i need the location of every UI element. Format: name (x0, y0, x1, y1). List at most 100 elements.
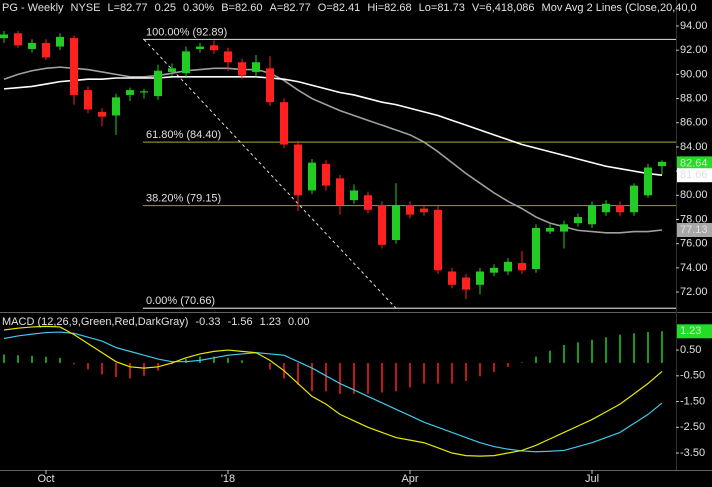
header-text: V=6,418,086 (472, 2, 535, 14)
fib-trend-line (143, 39, 397, 309)
candle-body (532, 227, 540, 270)
candle-body (434, 209, 442, 271)
header-text: 0.00 (288, 316, 309, 328)
fib-label: 0.00% (70.66) (146, 295, 215, 307)
y-tick-label: 76.00 (680, 238, 708, 250)
candle-body (560, 224, 568, 232)
price-badge-label: 81.66 (680, 169, 708, 181)
candle-body (14, 33, 22, 46)
candle-body (490, 267, 498, 273)
candle-body (126, 90, 134, 95)
candle-body (56, 36, 64, 47)
candle-body (98, 111, 106, 117)
y-tick-label: 94.00 (680, 20, 708, 32)
header-text: MACD (12,26,9,Green,Red,DarkGray) (2, 316, 188, 328)
y-tick-label: -3.50 (680, 447, 705, 459)
candle-body (644, 167, 652, 196)
candle-body (336, 178, 344, 205)
candle-body (210, 45, 218, 51)
y-tick-label: -0.50 (680, 370, 705, 382)
indicator-line (3, 325, 663, 457)
candle-body (658, 161, 666, 167)
y-tick-label: 84.00 (680, 141, 708, 153)
header-text: Lo=81.73 (419, 2, 465, 14)
y-tick-label: 86.00 (680, 117, 708, 129)
x-tick-label: Apr (401, 473, 418, 485)
price-badge-label: 82.64 (680, 157, 708, 169)
candle-body (112, 97, 120, 116)
y-tick-label: 92.00 (680, 44, 708, 56)
candle-body (28, 42, 36, 49)
header-text: L=82.77 (108, 2, 148, 14)
header-text: PG - Weekly (2, 2, 64, 14)
candle-body (84, 90, 92, 110)
candle-body (140, 91, 148, 93)
y-tick-label: 72.00 (680, 286, 708, 298)
price-badge-label: 1.23 (680, 325, 701, 337)
candle-body (168, 68, 176, 72)
candle-body (364, 195, 372, 210)
candle-body (630, 185, 638, 213)
candle-body (238, 62, 246, 76)
plot-area: 100.00% (92.89) 61.80% (84.40) 38.20% (79.… (0, 26, 676, 457)
candle-body (588, 204, 596, 225)
fib-label: 61.80% (84.40) (146, 129, 221, 141)
candle-body (182, 51, 190, 74)
header-text: -0.33 (195, 316, 220, 328)
candle-body (42, 42, 50, 58)
candle-body (406, 204, 414, 215)
candle-body (448, 271, 456, 285)
x-tick-label: '18 (221, 473, 235, 485)
candle-body (0, 34, 8, 39)
indicator-line (3, 66, 663, 234)
candle-body (574, 217, 582, 224)
candle-body (266, 68, 274, 103)
candle-body (518, 263, 526, 271)
candle-body (322, 163, 330, 186)
y-tick-label: 88.00 (680, 92, 708, 104)
candle-body (280, 102, 288, 145)
candle-body (602, 203, 610, 213)
y-tick-label: 0.50 (680, 344, 701, 356)
header-text: 0.30% (183, 2, 214, 14)
candle-body (294, 144, 302, 196)
indicator-line (3, 331, 663, 453)
candle-body (392, 204, 400, 241)
fib-label: 38.20% (79.15) (146, 192, 221, 204)
y-tick-label: 90.00 (680, 68, 708, 80)
y-tick-label: 78.00 (680, 213, 708, 225)
axis-area: Oct '18 Apr Jul 94.00 92.00 90.00 88.00 86.00 84.… (37, 20, 712, 485)
fib-label: 100.00% (92.89) (146, 26, 227, 38)
price-badge (677, 168, 712, 183)
indicator-line (3, 75, 663, 177)
candle-body (252, 62, 260, 72)
header-text: 0.25 (155, 2, 176, 14)
header-text: Mov Avg 2 Lines (Close,20,40,0 (542, 2, 697, 14)
price-badge (677, 156, 712, 171)
y-tick-label: 80.00 (680, 189, 708, 201)
candle-body (420, 208, 428, 213)
candle-body (616, 204, 624, 213)
header-text: B=82.60 (221, 2, 262, 14)
candle-body (308, 162, 316, 191)
candle-body (154, 70, 162, 97)
header-text: Hi=82.68 (367, 2, 411, 14)
header-text: -1.56 (228, 316, 253, 328)
candle-body (196, 46, 204, 49)
candle-body (70, 38, 78, 95)
y-tick-label: -2.50 (680, 421, 705, 433)
header-text: 1.23 (260, 316, 281, 328)
x-tick-label: Oct (37, 473, 54, 485)
price-badge (677, 324, 712, 339)
header-text: A=82.77 (270, 2, 311, 14)
y-tick-label: 74.00 (680, 262, 708, 274)
y-tick-label: -1.50 (680, 395, 705, 407)
price-badge (677, 223, 712, 238)
candle-body (476, 271, 484, 285)
candle-body (546, 227, 554, 232)
price-badge-label: 77.13 (680, 224, 708, 236)
candle-body (378, 204, 386, 245)
